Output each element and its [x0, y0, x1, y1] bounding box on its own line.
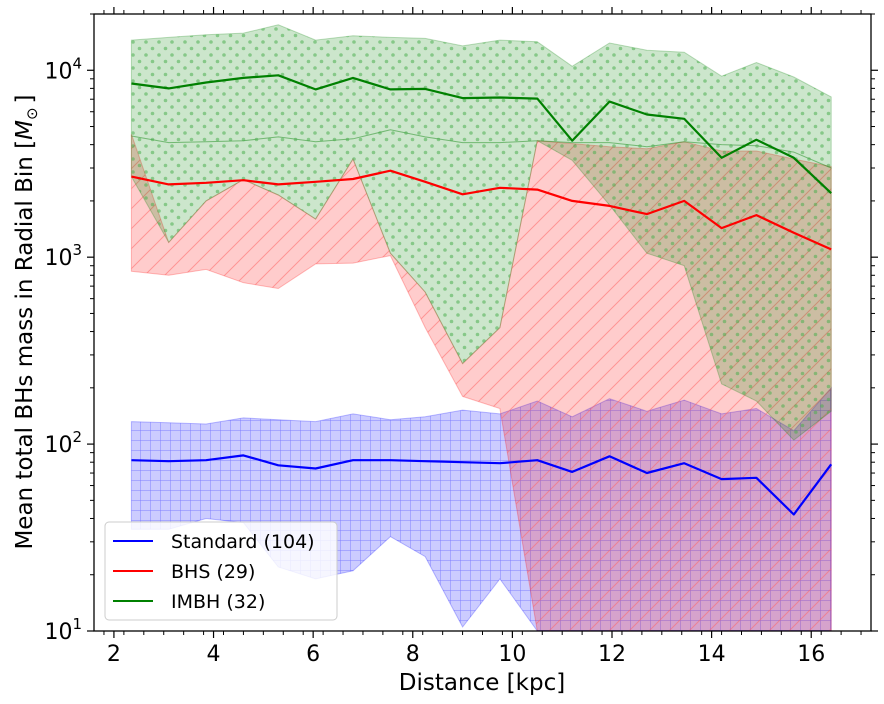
y-tick-label-1000: 103 [44, 241, 82, 271]
bands-layer [130, 24, 832, 631]
y-tick-label-base: 10 [44, 59, 72, 84]
plot-area [130, 24, 833, 631]
band-hatch-imbh [131, 24, 832, 168]
band-hatch-bhs [131, 134, 832, 631]
y-tick-label-base: 10 [44, 433, 72, 458]
x-axis-label: Distance [kpc] [399, 670, 565, 696]
x-tick-label-2: 2 [107, 642, 121, 667]
legend-text-standard: Standard (104) [171, 531, 315, 553]
legend-text-imbh: IMBH (32) [171, 591, 265, 613]
x-axis: 2 4 6 8 10 12 14 16 [103, 7, 862, 667]
lines-layer [131, 74, 833, 516]
series-line-imbh [131, 74, 832, 194]
y-axis-label-subscript: ⊙ [23, 107, 41, 120]
y-tick-label-exponent: 1 [72, 615, 82, 633]
y-tick-label-base: 10 [44, 620, 72, 645]
y-tick-label-exponent: 4 [72, 54, 82, 72]
legend: Standard (104) BHS (29) IMBH (32) [104, 521, 338, 621]
y-tick-label-100: 102 [44, 428, 82, 458]
y-tick-label-exponent: 3 [72, 241, 82, 259]
legend-text-bhs: BHS (29) [171, 561, 255, 583]
x-tick-label-4: 4 [207, 642, 221, 667]
y-tick-label-exponent: 2 [72, 428, 82, 446]
band-hatch-imbh-lower [131, 129, 832, 441]
x-tick-label-14: 14 [698, 642, 726, 667]
x-tick-label-12: 12 [598, 642, 626, 667]
x-tick-label-16: 16 [797, 642, 825, 667]
x-tick-label-6: 6 [306, 642, 320, 667]
series-line-standard [131, 454, 833, 516]
y-tick-label-10: 101 [44, 615, 82, 645]
y-axis-label: Mean total BHs mass in Radial Bin [M⊙] [12, 94, 41, 549]
series-line-bhs [131, 169, 832, 251]
x-tick-label-10: 10 [498, 642, 526, 667]
legend-box [104, 521, 338, 621]
y-axis-label-symbol: M [12, 120, 38, 140]
y-axis-label-close: ] [12, 94, 38, 103]
y-tick-label-base: 10 [44, 246, 72, 271]
x-tick-label-8: 8 [406, 642, 420, 667]
y-axis-label-text: Mean total BHs mass in Radial Bin [ [12, 140, 38, 550]
y-tick-label-10000: 104 [44, 54, 82, 84]
